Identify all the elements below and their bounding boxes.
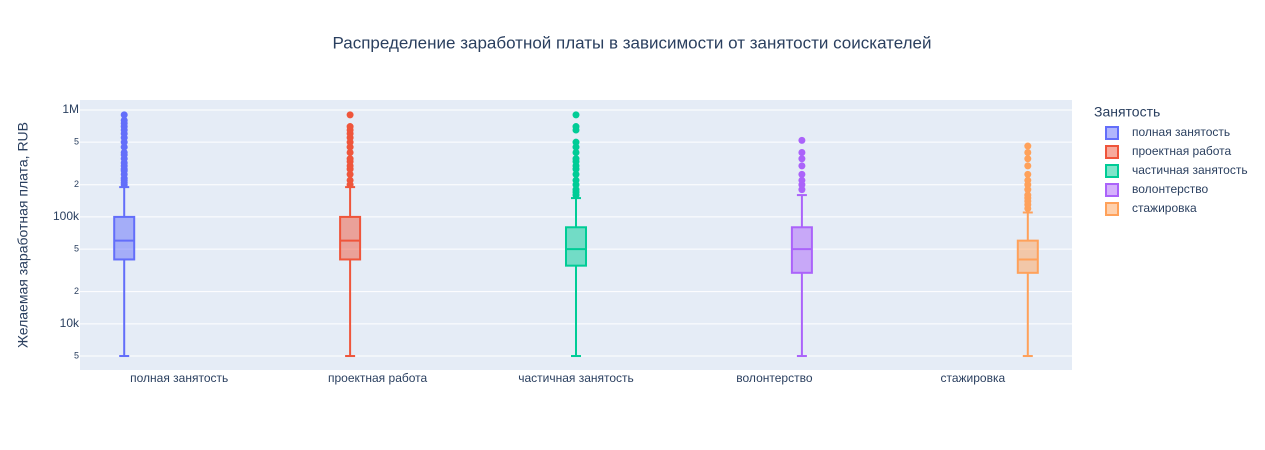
y-axis-label: Желаемая заработная плата, RUB — [15, 122, 31, 348]
outlier — [572, 186, 580, 194]
outlier — [572, 123, 580, 131]
outlier — [798, 149, 806, 157]
outlier — [1024, 162, 1032, 170]
legend-label: стажировка — [1132, 201, 1197, 215]
x-tick-label: проектная работа — [328, 371, 428, 385]
outlier — [572, 143, 580, 151]
outlier — [1024, 155, 1032, 163]
y-tick-label: 10k — [60, 316, 80, 330]
outlier — [1024, 142, 1032, 150]
x-tick-label: частичная занятость — [518, 371, 634, 385]
box — [1016, 239, 1039, 274]
box — [113, 215, 136, 261]
outlier — [798, 136, 806, 144]
legend-swatch — [1105, 164, 1119, 178]
outlier — [798, 162, 806, 170]
outlier — [798, 176, 806, 184]
y-tick-label: 2 — [74, 179, 79, 189]
y-tick-label: 5 — [74, 350, 79, 360]
outlier — [120, 111, 128, 119]
outlier — [572, 170, 580, 178]
outlier — [798, 155, 806, 163]
outlier — [346, 155, 354, 163]
box — [565, 226, 587, 267]
y-tick-label: 2 — [74, 286, 79, 296]
outlier — [572, 155, 580, 163]
outlier — [572, 138, 580, 146]
chart-title: Распределение заработной платы в зависим… — [332, 33, 931, 52]
outlier — [346, 149, 354, 157]
outlier — [1024, 186, 1032, 194]
outlier — [1024, 170, 1032, 178]
legend-label: полная занятость — [1132, 125, 1230, 139]
x-tick-label: полная занятость — [130, 371, 228, 385]
outlier — [346, 143, 354, 151]
outlier — [346, 111, 354, 119]
legend-label: волонтерство — [1132, 182, 1209, 196]
legend-label: частичная занятость — [1132, 163, 1248, 177]
outlier — [1024, 176, 1032, 184]
outlier — [346, 176, 354, 184]
outlier — [798, 170, 806, 178]
legend-swatch — [1105, 126, 1119, 140]
legend-swatch — [1105, 183, 1119, 197]
legend-swatch — [1105, 202, 1119, 216]
outlier — [572, 149, 580, 157]
outlier — [798, 186, 806, 194]
outlier — [346, 170, 354, 178]
y-tick-label: 1M — [62, 102, 79, 116]
outlier — [346, 123, 354, 131]
outlier — [1024, 149, 1032, 157]
box — [339, 215, 362, 261]
legend-label: проектная работа — [1132, 144, 1232, 158]
outlier — [120, 116, 128, 124]
y-tick-label: 5 — [74, 137, 79, 147]
outlier — [1024, 191, 1032, 199]
y-tick-label: 100k — [53, 209, 80, 223]
outlier — [120, 143, 128, 151]
outlier — [572, 111, 580, 119]
outlier — [572, 176, 580, 184]
legend-swatch — [1105, 145, 1119, 159]
x-tick-label: волонтерство — [736, 371, 813, 385]
outlier — [120, 149, 128, 157]
y-tick-label: 5 — [74, 243, 79, 253]
x-tick-label: стажировка — [940, 371, 1005, 385]
legend-title: Занятость — [1094, 104, 1160, 120]
